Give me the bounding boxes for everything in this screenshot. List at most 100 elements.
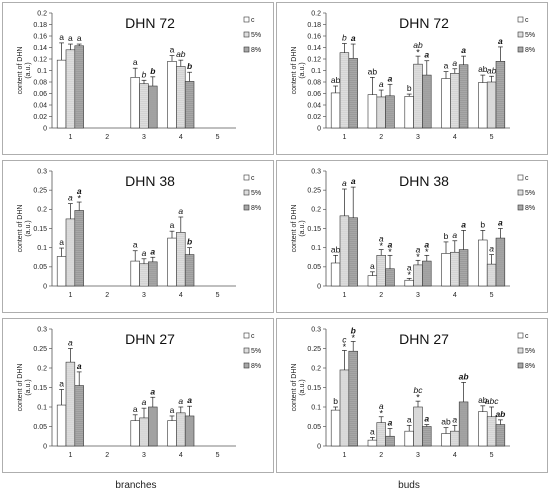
y-tick-label: 0.1	[37, 68, 47, 75]
y-tick-label: 0.16	[307, 33, 321, 40]
significance-letter: a	[187, 395, 192, 405]
y-tick-label: 0.02	[33, 114, 47, 121]
y-tick-label: 0.15	[33, 226, 47, 233]
bar	[139, 263, 149, 287]
significance-letter: a	[452, 230, 457, 240]
y-tick-label: 0.25	[33, 187, 47, 194]
significance-letter: a	[170, 220, 175, 230]
significance-letter: a	[150, 386, 155, 396]
y-tick-label: 0.05	[307, 264, 321, 271]
y-tick-label: 0.04	[307, 102, 321, 109]
x-tick-label: 2	[379, 292, 383, 299]
x-tick-label: 1	[342, 452, 346, 459]
panel-frame	[2, 318, 274, 473]
bar	[176, 66, 186, 129]
significance-letter: b	[444, 231, 449, 241]
significance-letter: a	[170, 405, 175, 415]
x-tick-label: 5	[216, 292, 220, 299]
bar	[385, 435, 395, 447]
significance-letter: a	[379, 234, 384, 244]
significance-asterisk: *	[379, 241, 383, 251]
significance-letter: a	[77, 361, 82, 371]
panel-frame	[276, 2, 548, 155]
bar	[478, 82, 488, 129]
y-tick-label: 0.08	[307, 79, 321, 86]
legend-swatch	[517, 189, 524, 196]
x-tick-label: 2	[379, 452, 383, 459]
y-tick-label: 0.04	[33, 102, 47, 109]
panel-frame	[2, 2, 274, 155]
bar	[330, 92, 341, 129]
x-tick-label: 4	[179, 452, 183, 459]
significance-letter: a	[379, 401, 384, 411]
legend-swatch	[243, 46, 250, 53]
significance-letter: ab	[478, 395, 488, 405]
x-tick-label: 4	[453, 292, 457, 299]
y-tick-label: 0.14	[33, 45, 47, 52]
significance-letter: a	[461, 45, 466, 55]
x-tick-label: 3	[142, 292, 146, 299]
chart-title: DHN 38	[125, 173, 175, 189]
legend-swatch	[243, 31, 250, 38]
bar	[167, 420, 177, 447]
significance-letter: a	[351, 176, 356, 186]
y-tick-label: 0	[43, 443, 47, 450]
significance-letter: ab	[459, 371, 469, 381]
legend-swatch	[517, 174, 524, 181]
legend-label: c	[251, 17, 255, 24]
significance-letter: a	[407, 262, 412, 272]
y-axis-label: content of DHN(a.u.)	[17, 47, 32, 95]
significance-letter: a	[370, 261, 375, 271]
y-tick-label: 0.05	[33, 264, 47, 271]
bar	[184, 81, 195, 129]
x-tick-label: 1	[68, 134, 72, 141]
bar	[74, 210, 84, 287]
significance-letter: a	[489, 244, 494, 254]
significance-asterisk: *	[388, 247, 392, 257]
bar	[130, 77, 140, 129]
bar	[367, 439, 378, 447]
bar	[458, 64, 469, 129]
chart-title: DHN 72	[125, 15, 175, 31]
significance-letter: a	[452, 58, 457, 68]
chart-title: DHN 27	[399, 331, 449, 347]
legend-swatch	[517, 332, 524, 339]
y-tick-label: 0	[317, 125, 321, 132]
bar	[486, 81, 497, 129]
significance-letter: a	[150, 246, 155, 256]
legend-label: 5%	[251, 348, 261, 355]
y-tick-label: 0.25	[307, 187, 321, 194]
buds-label: buds	[398, 480, 420, 491]
legend-label: 8%	[251, 205, 261, 212]
bar	[167, 60, 177, 129]
x-tick-label: 2	[105, 292, 109, 299]
significance-letter: a	[407, 414, 412, 424]
chart-panel: 0 0.02 0.04 0.06 0.08 0.1 0.12 0.14 0.16 0.18 0.2 c…	[2, 2, 274, 155]
chart-panel: 0 0.02 0.04 0.06 0.08 0.1 0.12 0.14 0.16 0.18 0.2 c…	[276, 2, 548, 155]
legend-label: 8%	[525, 47, 535, 54]
legend-label: 5%	[525, 32, 535, 39]
significance-asterisk: *	[416, 252, 420, 262]
y-tick-label: 0.1	[311, 68, 321, 75]
chart-panel: 0 0.05 0.1 0.15 0.2 0.25 0.3 content of DHN(a.u…	[276, 318, 548, 473]
x-tick-label: 5	[490, 292, 494, 299]
chart-panel: 0 0.05 0.1 0.15 0.2 0.25 0.3 content of DHN(a.u…	[276, 160, 548, 313]
chart-title: DHN 72	[399, 15, 449, 31]
significance-letter: ab	[331, 244, 341, 254]
significance-letter: a	[461, 219, 466, 229]
significance-letter: ab	[368, 66, 378, 76]
bar	[441, 433, 451, 447]
y-tick-label: 0.1	[37, 404, 47, 411]
significance-letter: b	[407, 83, 412, 93]
significance-letter: a	[342, 178, 347, 188]
bar	[348, 58, 358, 129]
legend-label: 8%	[525, 363, 535, 370]
x-tick-label: 5	[216, 452, 220, 459]
significance-letter: a	[424, 239, 429, 249]
significance-letter: ab	[441, 417, 451, 427]
significance-letter: a	[59, 237, 64, 247]
bar	[404, 279, 414, 287]
y-tick-label: 0.18	[33, 22, 47, 29]
y-tick-label: 0.25	[307, 346, 321, 353]
